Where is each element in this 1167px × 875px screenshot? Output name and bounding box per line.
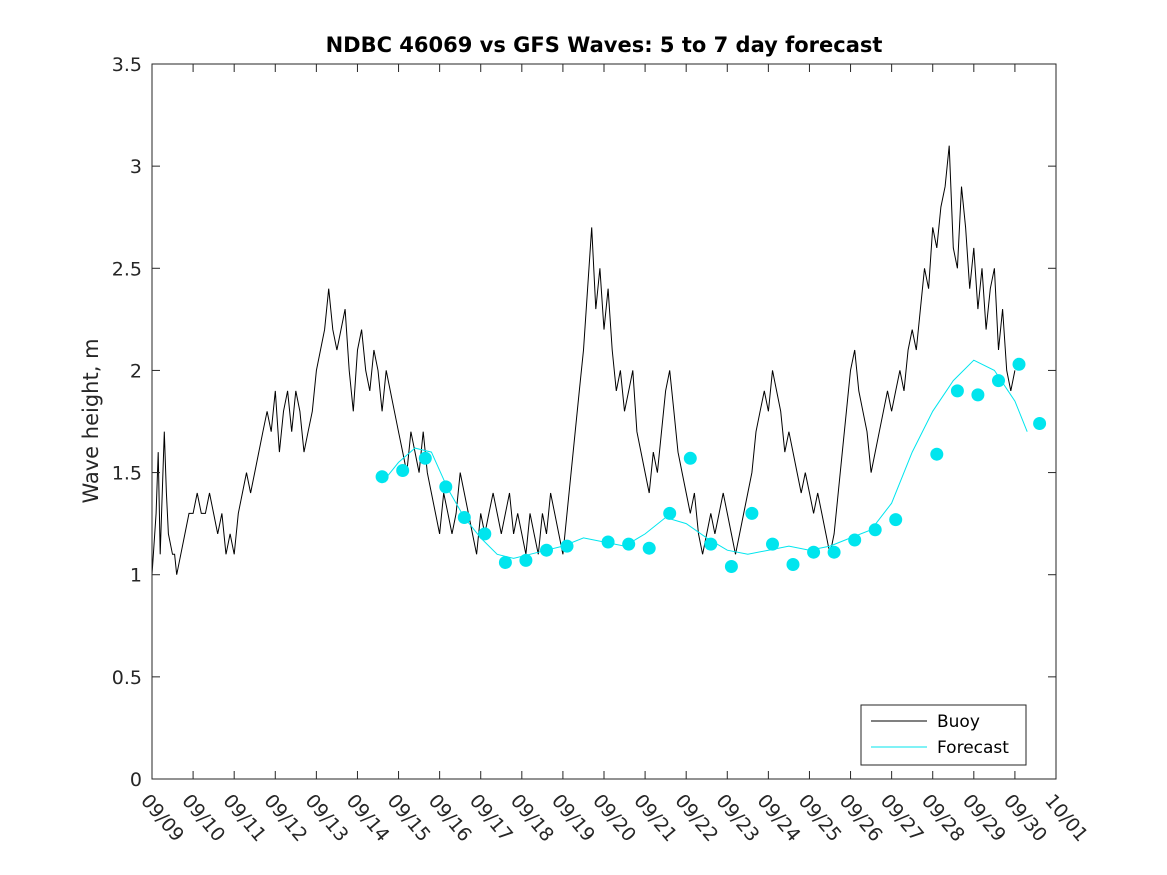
- y-tick-label: 2: [130, 360, 142, 382]
- forecast-point: [601, 535, 615, 549]
- forecast-point: [930, 447, 944, 461]
- forecast-point: [683, 451, 697, 465]
- legend-buoy-label: Buoy: [937, 712, 980, 732]
- legend-forecast-label: Forecast: [937, 738, 1009, 758]
- forecast-point: [786, 558, 800, 571]
- forecast-point: [439, 480, 453, 494]
- forecast-point: [868, 523, 882, 537]
- forecast-point: [1033, 417, 1047, 430]
- forecast-point: [478, 527, 492, 541]
- y-axis-ticks: 0 0.5 1 1.5 2 2.5 3 3.5: [112, 54, 1056, 791]
- y-tick-label: 1: [130, 565, 142, 587]
- legend-box: [860, 704, 1027, 766]
- forecast-line: [381, 359, 1028, 559]
- forecast-point: [560, 539, 574, 553]
- y-tick-label: 3.5: [112, 54, 142, 76]
- forecast-point: [724, 560, 738, 573]
- forecast-point: [950, 384, 964, 398]
- forecast-point: [375, 470, 389, 484]
- forecast-point: [766, 537, 779, 551]
- buoy-line: [151, 145, 1016, 575]
- y-tick-label: 1.5: [112, 463, 142, 485]
- plot-area: [151, 145, 1047, 575]
- y-axis-label: Wave height, m: [79, 338, 103, 503]
- forecast-point: [519, 553, 533, 567]
- chart-title: NDBC 46069 vs GFS Waves: 5 to 7 day fore…: [326, 33, 883, 57]
- y-tick-label: 3: [130, 156, 142, 178]
- forecast-point: [1012, 357, 1026, 371]
- forecast-point: [889, 513, 903, 527]
- forecast-point: [663, 506, 677, 520]
- y-tick-label: 0.5: [112, 667, 142, 689]
- forecast-point: [992, 374, 1005, 388]
- forecast-point: [396, 464, 410, 477]
- forecast-point: [807, 545, 821, 559]
- forecast-point: [457, 511, 471, 524]
- y-tick-label: 2.5: [112, 258, 142, 280]
- forecast-point: [498, 556, 512, 569]
- forecast-point: [540, 543, 553, 557]
- legend: Buoy Forecast: [860, 704, 1027, 766]
- forecast-point: [827, 545, 841, 559]
- forecast-point: [642, 541, 656, 555]
- y-tick-label: 0: [130, 769, 142, 791]
- forecast-point: [622, 537, 636, 551]
- forecast-point: [971, 388, 985, 402]
- forecast-point: [704, 537, 718, 551]
- forecast-point: [745, 506, 759, 520]
- forecast-point: [418, 451, 432, 465]
- forecast-point: [848, 533, 862, 547]
